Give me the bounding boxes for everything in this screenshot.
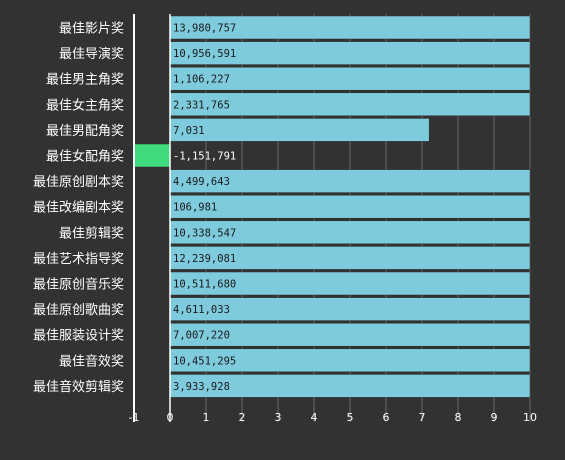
x-tick-label: 4 xyxy=(311,411,318,424)
data-label: 13,980,757 xyxy=(173,23,236,35)
data-label: 106,981 xyxy=(173,202,217,214)
category-label: 最佳服装设计奖 xyxy=(33,329,124,344)
x-tick-label: 5 xyxy=(347,411,354,424)
category-label: 最佳影片奖 xyxy=(59,22,124,37)
x-tick-label: -1 xyxy=(129,411,140,424)
x-tick-label: 7 xyxy=(419,411,426,424)
category-label: 最佳原创歌曲奖 xyxy=(33,303,124,318)
data-label: 10,511,680 xyxy=(173,279,236,291)
data-label: 1,106,227 xyxy=(173,74,230,86)
data-label: 10,451,295 xyxy=(173,355,236,367)
x-tick-label: 6 xyxy=(383,411,390,424)
bars xyxy=(133,15,531,398)
data-label: 7,031 xyxy=(173,125,205,137)
x-tick-label: 0 xyxy=(167,411,174,424)
category-label: 最佳女主角奖 xyxy=(46,97,124,113)
category-label: 最佳音效奖 xyxy=(59,353,124,369)
bar xyxy=(169,118,430,142)
x-tick-label: 8 xyxy=(455,411,462,424)
axes xyxy=(133,14,171,422)
x-tick-label: 9 xyxy=(491,411,498,424)
x-tick-labels: -1 0 1 2 3 4 5 6 7 8 9 10 xyxy=(129,411,537,424)
category-label: 最佳艺术指导奖 xyxy=(33,252,124,267)
category-label: 最佳剪辑奖 xyxy=(59,225,124,241)
category-label: 最佳音效剪辑奖 xyxy=(33,379,124,395)
data-label: 12,239,081 xyxy=(173,253,236,265)
category-label: 最佳改编剧本奖 xyxy=(33,201,124,216)
data-label: 4,499,643 xyxy=(173,176,230,188)
bar xyxy=(169,194,531,219)
x-tick-label: 10 xyxy=(523,411,537,424)
bar xyxy=(133,143,171,168)
category-label: 最佳男主角奖 xyxy=(46,73,124,88)
data-label: 7,007,220 xyxy=(173,330,230,342)
category-label: 最佳女配角奖 xyxy=(46,149,124,165)
category-label: 最佳男配角奖 xyxy=(46,124,124,139)
x-tick-label: 2 xyxy=(239,411,246,424)
value-labels: 13,980,757 10,956,591 1,106,227 2,331,765 7,… xyxy=(173,23,236,393)
x-tick-label: 3 xyxy=(275,411,282,424)
data-label: 2,331,765 xyxy=(173,99,230,111)
data-label: 10,338,547 xyxy=(173,227,236,239)
category-label: 最佳原创剧本奖 xyxy=(33,175,124,190)
data-label: 3,933,928 xyxy=(173,381,230,393)
data-label: -1,151,791 xyxy=(173,151,236,163)
data-label: 10,956,591 xyxy=(173,48,236,60)
x-tick-label: 1 xyxy=(203,411,210,424)
category-label: 最佳原创音乐奖 xyxy=(33,277,124,293)
category-label: 最佳导演奖 xyxy=(59,46,124,62)
data-label: 4,611,033 xyxy=(173,304,230,316)
category-labels: 最佳影片奖最佳导演奖最佳男主角奖最佳女主角奖最佳男配角奖最佳女配角奖最佳原创剧本… xyxy=(33,22,124,395)
